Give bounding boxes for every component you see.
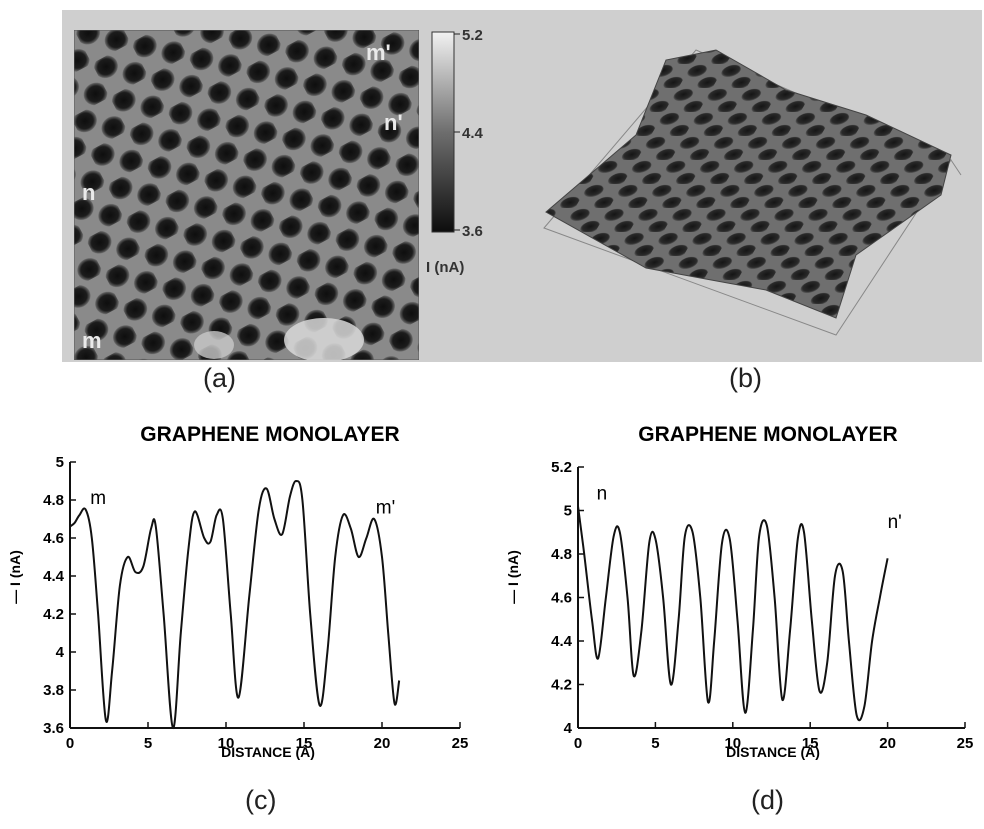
stm-current-image: m' n' n m	[74, 30, 419, 360]
point-label-m: m	[82, 328, 102, 353]
y-tick-label: 5	[564, 503, 572, 520]
colorbar-tick-max: 5.2	[462, 28, 483, 44]
x-tick-label: 5	[144, 735, 152, 752]
x-tick-label: 20	[374, 735, 391, 752]
y-tick-labels: 4 4.2 4.4 4.6 4.8 5 5.2	[551, 459, 573, 737]
y-tick-label: 4.4	[551, 633, 573, 650]
x-axis-label: DISTANCE (Å)	[726, 744, 820, 760]
point-label-m-prime: m'	[366, 40, 391, 65]
y-tick-label: 4	[56, 644, 65, 661]
x-tick-label: 25	[452, 735, 469, 752]
y-tick-label: 4.8	[551, 546, 572, 563]
y-tick-label: 3.8	[43, 682, 64, 699]
y-tick-label: 4.4	[43, 568, 65, 585]
y-tick-label: 4	[564, 720, 573, 737]
chart-title: GRAPHENE MONOLAYER	[140, 423, 399, 446]
colorbar-tick-min: 3.6	[462, 223, 483, 240]
panel-label-d: (d)	[751, 785, 784, 815]
point-label-n: n	[82, 180, 95, 205]
stm-3d-surface	[543, 49, 962, 336]
chart-title: GRAPHENE MONOLAYER	[638, 423, 897, 446]
x-tick-labels: 0 5 10 15 20 25	[66, 735, 469, 752]
colorbar-tick-mid: 4.4	[462, 125, 484, 142]
curve-annotation: n'	[888, 512, 902, 533]
y-tick-label: 4.2	[551, 677, 572, 694]
chart-axes	[69, 461, 461, 729]
y-axis-label: — I (nA)	[7, 550, 23, 604]
series-line	[69, 480, 401, 730]
x-tick-label: 20	[879, 735, 896, 752]
line-chart-c: GRAPHENE MONOLAYER 3.63.844.24.44.64.85 …	[7, 423, 469, 760]
panel-label-a: (a)	[203, 363, 236, 393]
point-label-n-prime: n'	[384, 110, 403, 135]
x-tick-label: 5	[651, 735, 659, 752]
series-line	[577, 506, 889, 722]
chart-axes	[577, 466, 966, 729]
x-tick-label: 0	[66, 735, 74, 752]
y-tick-label: 5.2	[551, 459, 572, 476]
y-tick-label: 4.8	[43, 492, 64, 509]
curve-annotation: n	[597, 484, 608, 505]
x-tick-labels: 0 5 10 15 20 25	[574, 735, 974, 752]
y-axis-label: — I (nA)	[505, 550, 521, 604]
panel-label-b: (b)	[729, 363, 762, 393]
y-tick-label: 4.2	[43, 606, 64, 623]
y-tick-label: 3.6	[43, 720, 64, 737]
x-tick-label: 10	[218, 735, 235, 752]
x-tick-label: 25	[957, 735, 974, 752]
x-axis-label: DISTANCE (Å)	[221, 744, 315, 760]
y-tick-label: 5	[56, 454, 64, 471]
colorbar: 5.2 4.4 3.6 I (nA)	[426, 28, 484, 276]
y-tick-labels: 3.6 3.8 4 4.2 4.4 4.6 4.8 5	[43, 454, 65, 737]
curve-annotations: m m'	[90, 488, 395, 519]
x-tick-label: 15	[802, 735, 819, 752]
y-tick-label: 4.6	[551, 590, 572, 607]
colorbar-unit-label: I (nA)	[426, 259, 464, 276]
curve-annotations: n n'	[597, 484, 902, 533]
x-tick-label: 15	[296, 735, 313, 752]
x-tick-label: 10	[724, 735, 741, 752]
curve-annotation: m	[90, 488, 106, 509]
line-chart-d: GRAPHENE MONOLAYER 4 4.2 4.4 4.6 4.8 5 5.2 0 5 1…	[505, 423, 974, 760]
x-tick-label: 0	[574, 735, 582, 752]
curve-annotation: m'	[376, 497, 395, 518]
y-tick-label: 4.6	[43, 530, 64, 547]
panel-label-c: (c)	[245, 785, 277, 815]
